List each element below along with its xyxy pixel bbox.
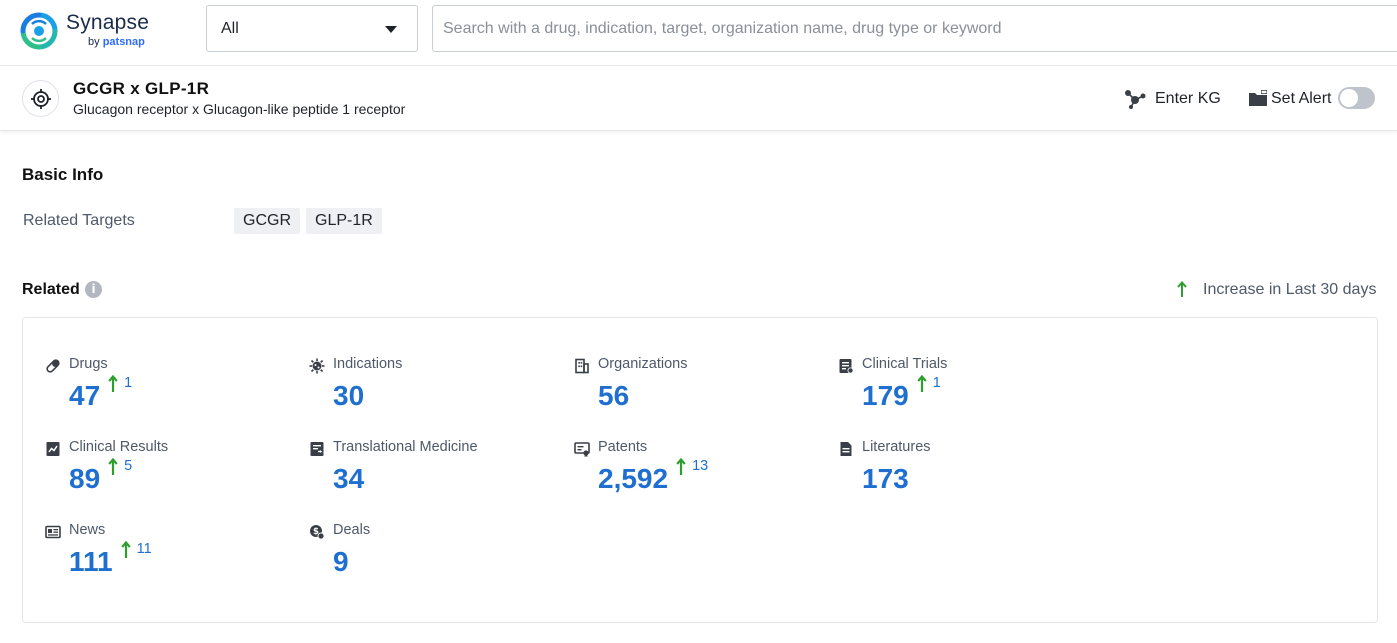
patent-icon <box>574 441 590 457</box>
page-subtitle: Glucagon receptor x Glucagon-like peptid… <box>73 101 405 117</box>
stat-label: Deals <box>333 522 370 538</box>
info-icon[interactable]: i <box>85 281 102 298</box>
stat-deals[interactable]: $ Deals 9 <box>309 522 559 592</box>
stat-patents[interactable]: Patents 2,592 13 <box>574 439 824 509</box>
stat-label: Clinical Trials <box>862 356 947 372</box>
stat-indications[interactable]: Indications 30 <box>309 356 559 426</box>
search-scope-select[interactable]: All <box>206 5 418 52</box>
caret-down-icon <box>385 26 397 33</box>
stat-increase-count: 5 <box>124 458 132 474</box>
stat-value[interactable]: 34 <box>333 463 364 495</box>
stat-label: News <box>69 522 105 538</box>
pill-icon <box>45 358 61 374</box>
related-stats-card: Drugs 47 1 Indications 30 Organizations 56 Clin… <box>22 317 1378 623</box>
basic-info-heading: Basic Info <box>22 165 103 185</box>
stat-label: Organizations <box>598 356 687 372</box>
synapse-logo[interactable]: Synapse by patsnap <box>20 10 150 52</box>
stat-value[interactable]: 2,592 <box>598 463 668 495</box>
increase-arrow-icon <box>676 458 686 476</box>
related-heading: Related <box>22 281 80 299</box>
stat-label: Literatures <box>862 439 931 455</box>
stat-organizations[interactable]: Organizations 56 <box>574 356 824 426</box>
brand-sub-prefix: by <box>88 36 100 48</box>
enter-kg-label: Enter KG <box>1155 90 1221 108</box>
increase-arrow-icon <box>121 541 131 559</box>
increase-legend-text: Increase in Last 30 days <box>1203 281 1376 299</box>
increase-arrow-icon <box>1176 281 1188 299</box>
top-header: Synapse by patsnap All <box>0 0 1397 66</box>
knowledge-graph-icon <box>1124 89 1146 109</box>
results-chart-icon <box>45 441 61 457</box>
stat-value[interactable]: 9 <box>333 546 349 578</box>
increase-legend: Increase in Last 30 days <box>1176 281 1378 299</box>
increase-arrow-icon <box>917 375 927 393</box>
stat-clinical-trials[interactable]: Clinical Trials 179 1 <box>838 356 1088 426</box>
related-target-tag[interactable]: GCGR <box>234 208 300 234</box>
toggle-knob <box>1340 89 1358 107</box>
synapse-logo-icon <box>20 12 58 50</box>
stat-value[interactable]: 89 <box>69 463 100 495</box>
stat-value[interactable]: 173 <box>862 463 909 495</box>
stat-value[interactable]: 111 <box>69 546 113 578</box>
virus-icon <box>309 358 325 374</box>
stat-value[interactable]: 56 <box>598 380 629 412</box>
stat-label: Drugs <box>69 356 108 372</box>
stat-translational-medicine[interactable]: Translational Medicine 34 <box>309 439 559 509</box>
stat-value[interactable]: 179 <box>862 380 909 412</box>
page-title: GCGR x GLP-1R <box>73 79 209 99</box>
brand-sub-name: patsnap <box>103 36 145 48</box>
alert-toggle[interactable] <box>1338 87 1375 109</box>
brand-name: Synapse <box>66 11 149 35</box>
deal-icon: $ <box>309 524 325 540</box>
stat-increase-count: 13 <box>692 458 708 474</box>
entity-header: GCGR x GLP-1R Glucagon receptor x Glucag… <box>0 67 1397 131</box>
stat-news[interactable]: News11111 <box>45 522 295 592</box>
stat-label: Patents <box>598 439 647 455</box>
stat-increase-count: 1 <box>124 375 132 391</box>
stat-drugs[interactable]: Drugs 47 1 <box>45 356 295 426</box>
search-scope-value: All <box>221 20 239 38</box>
stat-label: Clinical Results <box>69 439 168 455</box>
alert-folder-icon <box>1248 89 1268 107</box>
stat-increase-count: 1 <box>933 375 941 391</box>
increase-arrow-icon <box>108 375 118 393</box>
stat-value[interactable]: 30 <box>333 380 364 412</box>
translational-icon <box>309 441 325 457</box>
building-icon <box>574 358 590 374</box>
brand-sub: by patsnap <box>88 36 145 48</box>
stat-value[interactable]: 47 <box>69 380 100 412</box>
clipboard-icon <box>838 358 854 374</box>
stat-clinical-results[interactable]: Clinical Results 89 5 <box>45 439 295 509</box>
stat-label: Indications <box>333 356 402 372</box>
related-targets-label: Related Targets <box>23 212 135 230</box>
set-alert-label: Set Alert <box>1271 90 1331 108</box>
related-target-tag[interactable]: GLP-1R <box>306 208 382 234</box>
newspaper-icon <box>45 524 61 540</box>
document-icon <box>838 441 854 457</box>
search-input[interactable] <box>432 5 1397 52</box>
stat-label: Translational Medicine <box>333 439 478 455</box>
stat-literatures[interactable]: Literatures 173 <box>838 439 1088 509</box>
stat-increase-count: 11 <box>137 541 152 557</box>
increase-arrow-icon <box>108 458 118 476</box>
target-icon <box>22 80 59 117</box>
